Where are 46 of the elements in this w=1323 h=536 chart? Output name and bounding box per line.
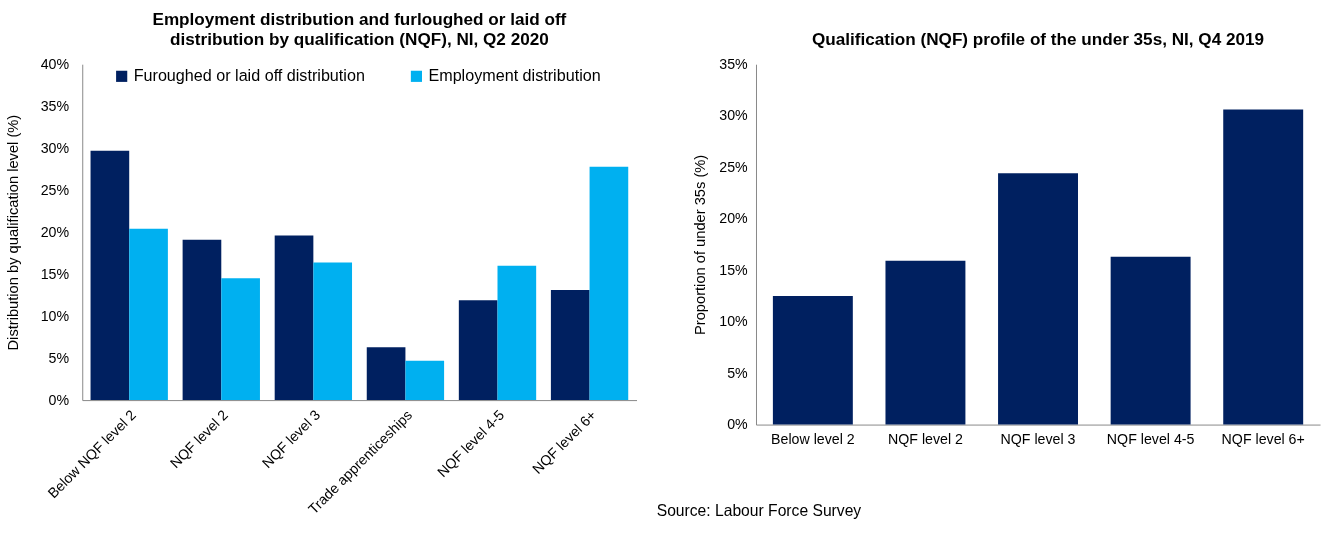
bar bbox=[313, 262, 353, 401]
legend-label: Furoughed or laid off distribution bbox=[133, 66, 365, 85]
y-tick-label: 0% bbox=[48, 391, 70, 408]
y-tick-label: 35% bbox=[40, 97, 70, 114]
bar bbox=[1223, 109, 1304, 425]
y-axis-title: Proportion of under 35s (%) bbox=[691, 154, 708, 335]
chart-title: Employment distribution and furloughed or laid off distribution by qualification (NQF), NI, Q2 2020 bbox=[152, 8, 567, 50]
y-tick-label: 10% bbox=[40, 307, 70, 324]
y-tick-label: 30% bbox=[719, 107, 749, 124]
y-axis-title: Distribution by qualification level (%) bbox=[5, 114, 22, 351]
y-tick-label: 20% bbox=[40, 223, 70, 240]
bar bbox=[550, 290, 590, 401]
bar bbox=[366, 347, 406, 401]
bar bbox=[589, 166, 629, 401]
x-tick-label: NQF level 6+ bbox=[1221, 430, 1305, 447]
bar bbox=[885, 260, 966, 425]
bar bbox=[772, 295, 853, 425]
bar bbox=[182, 239, 222, 401]
bar bbox=[274, 235, 314, 401]
y-tick-label: 10% bbox=[719, 313, 749, 330]
bar bbox=[497, 265, 537, 401]
y-tick-label: 40% bbox=[40, 55, 70, 72]
y-tick-label: 15% bbox=[40, 265, 70, 282]
bar bbox=[998, 173, 1078, 425]
y-tick-label: 30% bbox=[40, 139, 70, 156]
x-tick-label: NQF level 3 bbox=[1000, 430, 1076, 447]
x-tick-label: NQF level 4-5 bbox=[1106, 430, 1195, 447]
y-tick-label: 5% bbox=[48, 349, 70, 366]
bar bbox=[405, 360, 445, 401]
y-tick-label: 35% bbox=[719, 55, 749, 72]
source-note: Source: Labour Force Survey bbox=[656, 501, 862, 519]
bar bbox=[1110, 256, 1191, 425]
x-tick-label: Below level 2 bbox=[771, 430, 855, 447]
y-tick-label: 15% bbox=[719, 261, 749, 278]
bar bbox=[221, 278, 260, 401]
bar bbox=[90, 150, 130, 401]
x-tick-label: NQF level 2 bbox=[887, 430, 963, 447]
chart-title: Qualification (NQF) profile of the under 35s, NI, Q4 2019 bbox=[812, 29, 1265, 50]
bar bbox=[458, 300, 498, 401]
y-tick-label: 20% bbox=[719, 210, 749, 227]
y-tick-label: 25% bbox=[719, 158, 749, 175]
y-tick-label: 5% bbox=[727, 364, 749, 381]
legend-label: Employment distribution bbox=[428, 66, 601, 85]
y-tick-label: 0% bbox=[727, 415, 749, 432]
bar bbox=[129, 228, 168, 401]
y-tick-label: 25% bbox=[40, 181, 70, 198]
